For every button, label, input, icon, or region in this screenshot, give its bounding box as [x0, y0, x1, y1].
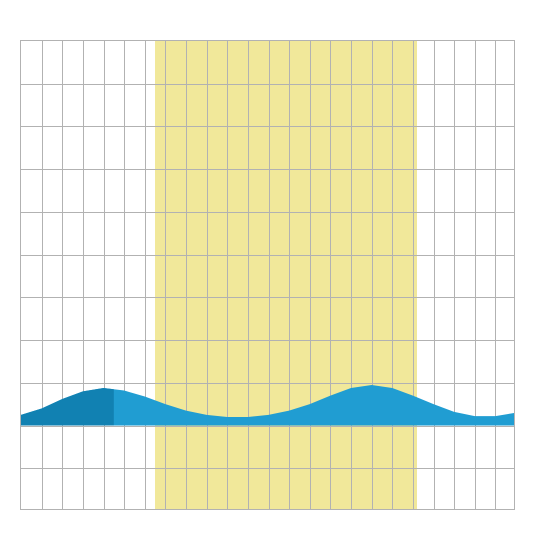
x-tick-label: 5p: [365, 509, 378, 510]
x-tick-label: 4p: [344, 509, 357, 510]
x-tick-label: 10: [221, 509, 234, 510]
tide-area: [21, 41, 515, 510]
x-tick-label: 7p: [406, 509, 419, 510]
x-tick-label: 9a: [200, 509, 213, 510]
x-tick-label: 1p: [282, 509, 295, 510]
x-tick-label: 8p: [427, 509, 440, 510]
y-tick-label: 8: [514, 77, 515, 91]
x-tick-label: 9p: [447, 509, 460, 510]
y-tick-label: 7: [514, 119, 515, 133]
x-tick-label: 3p: [324, 509, 337, 510]
x-tick-label: 6a: [138, 509, 151, 510]
x-tick-label: 2p: [303, 509, 316, 510]
x-tick-label: 12: [262, 509, 275, 510]
y-tick-label: -1: [514, 461, 515, 475]
x-tick-label: 11: [489, 509, 501, 510]
y-tick-label: 3: [514, 290, 515, 304]
x-tick-label: 5a: [117, 509, 130, 510]
y-tick-label: 6: [514, 162, 515, 176]
x-tick-label: 4a: [97, 509, 110, 510]
y-tick-label: 0: [514, 419, 515, 433]
x-tick-label: 1a: [35, 509, 48, 510]
y-tick-label: 9: [514, 40, 515, 48]
y-tick-label: 1: [514, 376, 515, 390]
x-tick-label: 2a: [56, 509, 69, 510]
plot-area: -2-101234567891a2a3a4a5a6a7a8a9a1011121p…: [20, 40, 515, 510]
x-tick-label: 8a: [179, 509, 192, 510]
y-tick-label: 5: [514, 205, 515, 219]
y-tick-label: -2: [514, 504, 515, 510]
x-tick-label: 3a: [76, 509, 89, 510]
y-tick-label: 4: [514, 248, 515, 262]
x-tick-label: 11: [242, 509, 254, 510]
x-tick-label: 10: [468, 509, 481, 510]
x-tick-label: 6p: [386, 509, 399, 510]
x-tick-label: 7a: [159, 509, 172, 510]
y-tick-label: 2: [514, 333, 515, 347]
tide-chart: -2-101234567891a2a3a4a5a6a7a8a9a1011121p…: [10, 10, 540, 540]
